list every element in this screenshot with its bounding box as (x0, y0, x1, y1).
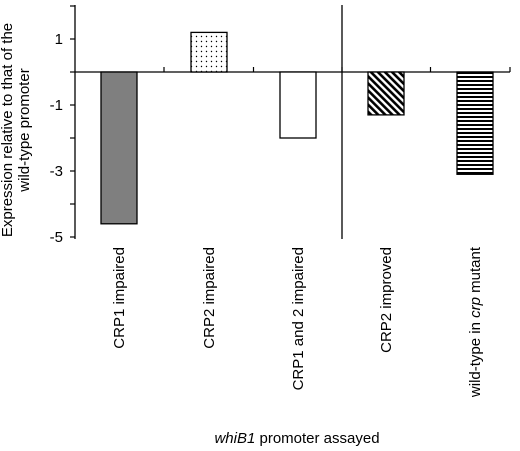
category-label: CRP2 impaired (201, 247, 218, 349)
y-tick-label: -3 (50, 163, 63, 180)
bar-5 (456, 71, 494, 175)
x-axis-title: whiB1 promoter assayed (214, 430, 379, 447)
category-label: wild-type in crp mutant (467, 246, 484, 398)
y-tick-label: -1 (50, 97, 63, 114)
y-tick-label: 1 (55, 31, 63, 48)
bar-3 (279, 71, 317, 139)
category-label: CRP1 impaired (111, 247, 128, 349)
bar-4 (367, 71, 405, 116)
category-label: CRP1 and 2 impaired (290, 247, 307, 390)
y-axis-title: Expression relative to that of thewild-t… (0, 23, 33, 237)
bar-2 (190, 31, 228, 73)
y-tick-label: -5 (50, 229, 63, 246)
category-label: CRP2 improved (378, 247, 395, 353)
bar-1 (100, 71, 138, 225)
